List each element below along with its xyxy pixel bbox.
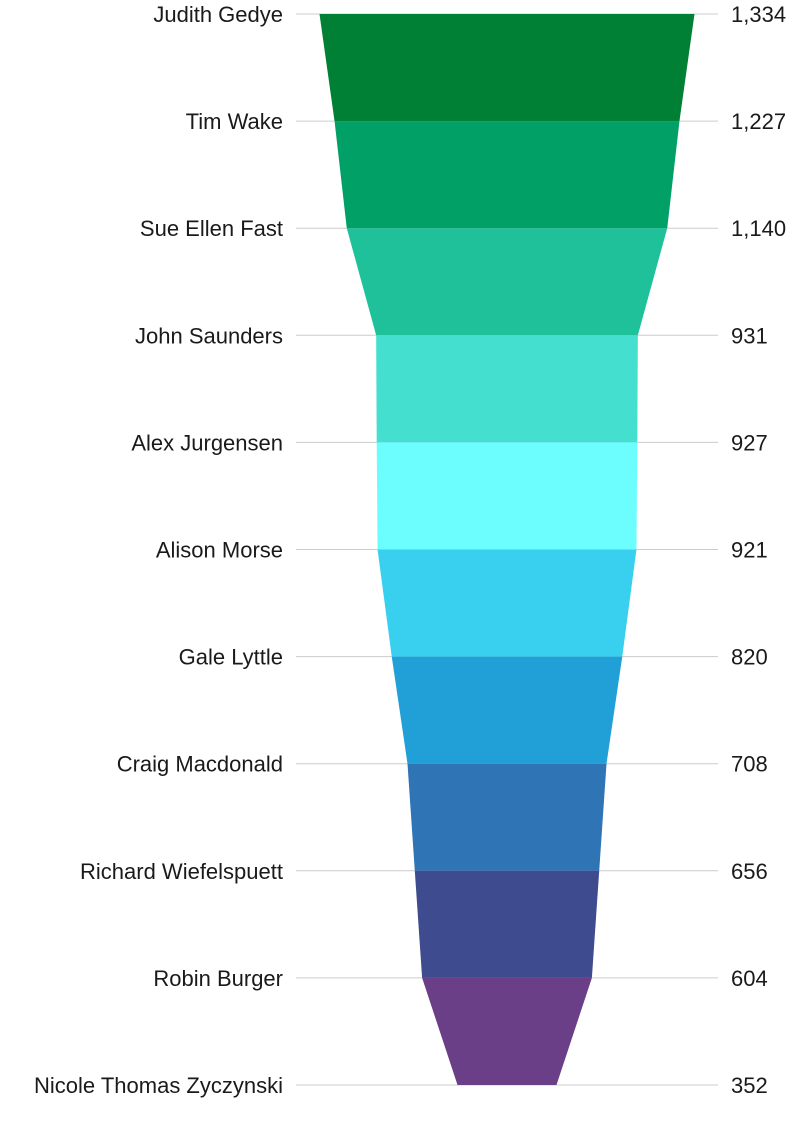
value-label: 921 <box>731 538 768 563</box>
value-label: 708 <box>731 752 768 777</box>
funnel-band <box>319 14 695 122</box>
category-label: Judith Gedye <box>153 2 283 27</box>
category-label: Richard Wiefelspuett <box>80 859 283 884</box>
funnel-band <box>414 870 600 978</box>
category-label: John Saunders <box>135 323 283 348</box>
category-labels: Judith Gedye Tim Wake Sue Ellen Fast John S… <box>34 2 283 1098</box>
value-label: 352 <box>731 1073 768 1098</box>
value-label: 604 <box>731 966 768 991</box>
category-label: Sue Ellen Fast <box>140 216 283 241</box>
funnel-band <box>391 656 623 764</box>
category-label: Tim Wake <box>186 109 283 134</box>
funnel-bands <box>319 14 695 1085</box>
funnel-band <box>346 228 668 336</box>
value-label: 927 <box>731 430 768 455</box>
value-label: 1,140 <box>731 216 786 241</box>
funnel-band <box>407 763 607 871</box>
value-label: 656 <box>731 859 768 884</box>
value-label: 1,227 <box>731 109 786 134</box>
value-label: 931 <box>731 323 768 348</box>
category-label: Robin Burger <box>153 966 283 991</box>
funnel-band <box>422 977 592 1085</box>
category-label: Nicole Thomas Zyczynski <box>34 1073 283 1098</box>
category-label: Gale Lyttle <box>179 645 283 670</box>
funnel-band <box>377 549 637 657</box>
value-label: 820 <box>731 645 768 670</box>
value-label: 1,334 <box>731 2 786 27</box>
value-labels: 1,334 1,227 1,140 931 927 921 820 708 656 604 352 <box>731 2 786 1098</box>
category-label: Craig Macdonald <box>117 752 283 777</box>
category-label: Alison Morse <box>156 538 283 563</box>
category-label: Alex Jurgensen <box>131 430 283 455</box>
funnel-band <box>376 335 638 443</box>
funnel-band <box>334 121 680 229</box>
funnel-band <box>376 442 638 550</box>
